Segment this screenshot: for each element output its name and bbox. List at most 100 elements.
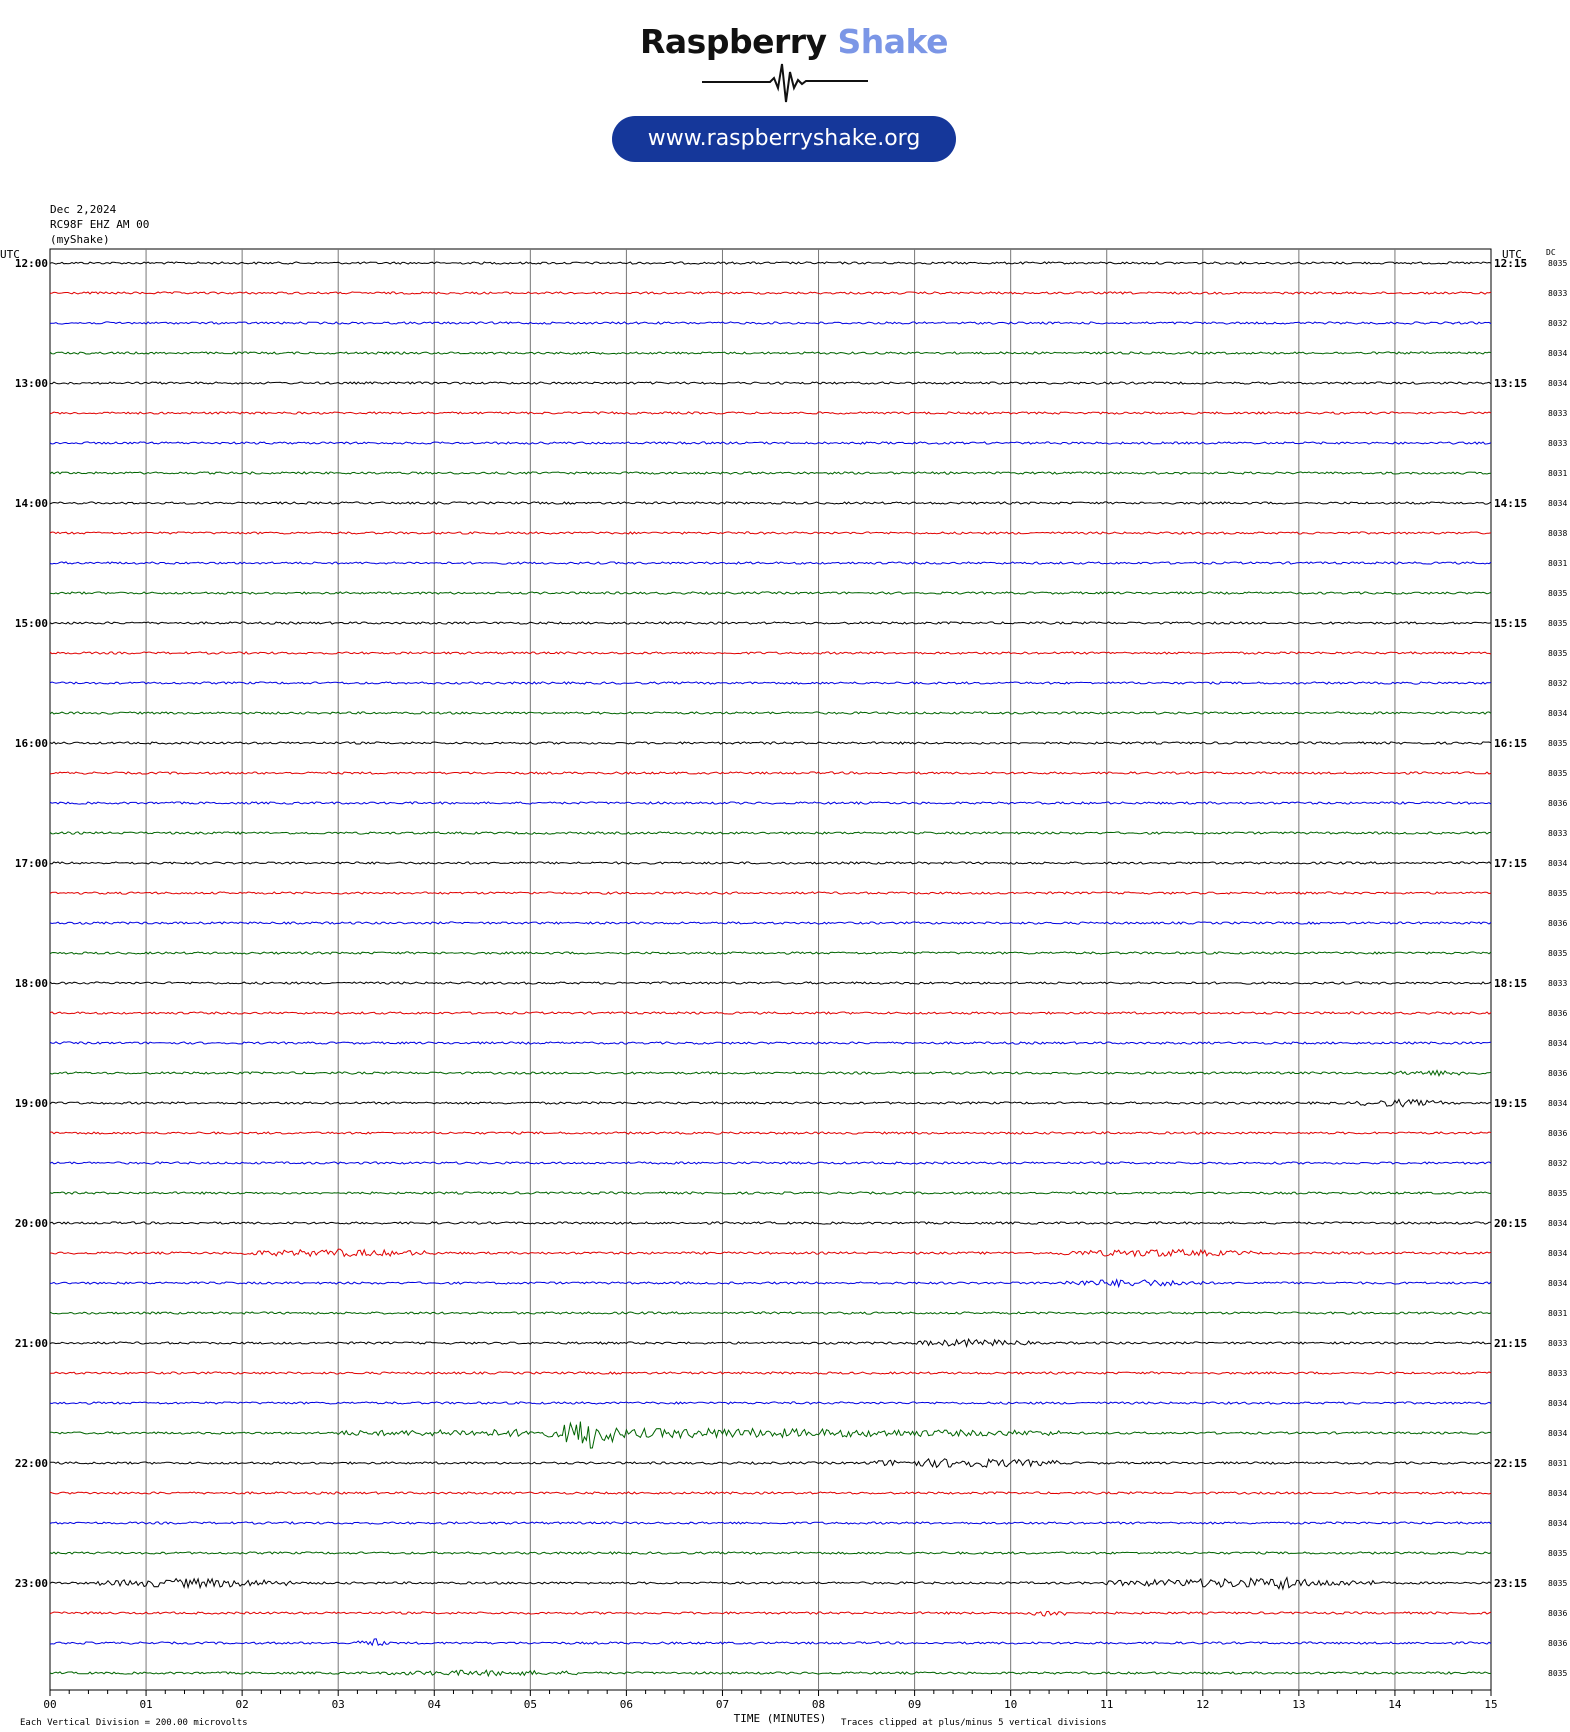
- row-time-label-right: 14:15: [1494, 497, 1527, 510]
- seismic-trace: [49, 501, 1492, 505]
- x-tick-label: 10: [1004, 1698, 1017, 1711]
- seismic-trace: [50, 1371, 1492, 1375]
- seismic-trace: [49, 441, 1492, 445]
- seismic-trace: [49, 1131, 1492, 1135]
- seismic-trace: [49, 861, 1492, 865]
- utc-label-left: UTC: [0, 248, 20, 261]
- seismic-trace: [49, 471, 1492, 475]
- dc-offset-label: 8031: [1548, 1309, 1567, 1318]
- dc-offset-label: 8033: [1548, 1339, 1567, 1348]
- dc-offset-label: 8036: [1548, 799, 1567, 808]
- dc-offset-label: 8036: [1548, 1609, 1567, 1618]
- network-name: (myShake): [50, 233, 110, 246]
- seismic-trace: [49, 351, 1492, 355]
- seismic-trace: [49, 261, 1492, 265]
- dc-offset-label: 8034: [1548, 1279, 1567, 1288]
- row-time-label-right: 18:15: [1494, 977, 1527, 990]
- seismic-trace: [49, 981, 1492, 985]
- seismic-trace: [49, 531, 1492, 535]
- row-time-label-right: 23:15: [1494, 1577, 1527, 1590]
- seismic-wave-logo-icon: [702, 63, 868, 103]
- x-tick-label: 05: [524, 1698, 537, 1711]
- row-time-label-right: 12:15: [1494, 257, 1527, 270]
- dc-offset-label: 8035: [1548, 619, 1567, 628]
- website-link[interactable]: www.raspberryshake.org: [612, 116, 956, 162]
- dc-offset-label: 8035: [1548, 949, 1567, 958]
- dc-offset-label: 8034: [1548, 1219, 1567, 1228]
- seismic-trace: [49, 891, 1492, 895]
- dc-offset-label: 8033: [1548, 439, 1567, 448]
- dc-offset-label: 8035: [1548, 1549, 1567, 1558]
- row-time-label-left: 20:00: [15, 1217, 48, 1230]
- plot-date: Dec 2,2024: [50, 203, 117, 216]
- utc-label-right: UTC: [1502, 248, 1522, 261]
- seismic-trace: [49, 1011, 1492, 1015]
- seismic-trace: [49, 831, 1491, 835]
- seismic-trace: [49, 561, 1492, 565]
- seismic-trace: [49, 291, 1492, 295]
- seismic-trace: [49, 621, 1492, 625]
- seismic-trace: [49, 381, 1492, 385]
- dc-offset-label: 8038: [1548, 529, 1567, 538]
- row-time-label-left: 15:00: [15, 617, 48, 630]
- seismic-trace: [49, 1576, 1492, 1591]
- x-tick-label: 12: [1196, 1698, 1209, 1711]
- dc-header-label: DC: [1546, 248, 1556, 257]
- dc-offset-label: 8034: [1548, 709, 1567, 718]
- logo-word-raspberry: Raspberry: [640, 22, 827, 61]
- seismic-trace: [49, 1041, 1492, 1045]
- row-time-label-left: 13:00: [15, 377, 48, 390]
- x-tick-label: 09: [908, 1698, 921, 1711]
- clip-note: Traces clipped at plus/minus 5 vertical …: [841, 1718, 1107, 1728]
- seismic-trace: [49, 651, 1492, 655]
- dc-offset-label: 8035: [1548, 1579, 1567, 1588]
- dc-offset-label: 8035: [1548, 1189, 1567, 1198]
- row-time-label-left: 14:00: [15, 497, 48, 510]
- seismic-trace: [49, 411, 1492, 415]
- x-tick-label: 08: [812, 1698, 825, 1711]
- dc-offset-label: 8036: [1548, 1639, 1567, 1648]
- dc-offset-label: 8034: [1548, 1489, 1567, 1498]
- x-tick-label: 01: [139, 1698, 152, 1711]
- dc-offset-label: 8034: [1548, 499, 1567, 508]
- row-time-label-left: 19:00: [15, 1097, 48, 1110]
- row-time-label-left: 16:00: [15, 737, 48, 750]
- dc-offset-label: 8032: [1548, 1159, 1567, 1168]
- dc-offset-label: 8033: [1548, 979, 1567, 988]
- seismic-trace: [49, 1248, 1492, 1258]
- x-tick-label: 03: [332, 1698, 345, 1711]
- dc-offset-label: 8034: [1548, 859, 1567, 868]
- seismic-trace: [49, 321, 1492, 325]
- scale-note: Each Vertical Division = 200.00 microvol…: [20, 1718, 248, 1728]
- row-time-label-right: 19:15: [1494, 1097, 1527, 1110]
- row-time-label-right: 16:15: [1494, 737, 1527, 750]
- seismic-trace: [49, 1278, 1492, 1289]
- dc-offset-label: 8032: [1548, 319, 1567, 328]
- x-tick-label: 07: [716, 1698, 729, 1711]
- dc-offset-label: 8035: [1548, 589, 1567, 598]
- dc-offset-label: 8034: [1548, 1399, 1567, 1408]
- row-time-label-left: 18:00: [15, 977, 48, 990]
- dc-offset-label: 8036: [1548, 1129, 1567, 1138]
- seismic-trace: [49, 1337, 1492, 1349]
- x-tick-label: 00: [43, 1698, 56, 1711]
- seismic-trace: [49, 1098, 1492, 1108]
- dc-offset-label: 8036: [1548, 1009, 1567, 1018]
- seismic-trace: [49, 1638, 1492, 1647]
- seismic-trace: [49, 921, 1492, 925]
- x-tick-label: 06: [620, 1698, 633, 1711]
- dc-offset-label: 8033: [1548, 289, 1567, 298]
- seismic-trace: [49, 1491, 1492, 1495]
- dc-offset-label: 8034: [1548, 1039, 1567, 1048]
- row-time-label-right: 20:15: [1494, 1217, 1527, 1230]
- dc-offset-label: 8034: [1548, 1429, 1567, 1438]
- dc-offset-label: 8034: [1548, 379, 1567, 388]
- dc-offset-label: 8034: [1548, 1249, 1567, 1258]
- seismic-trace: [49, 1401, 1492, 1405]
- seismic-trace: [49, 1457, 1492, 1469]
- seismic-trace: [49, 1421, 1492, 1449]
- x-tick-label: 04: [428, 1698, 442, 1711]
- seismic-trace: [49, 1311, 1492, 1315]
- seismic-trace: [49, 1551, 1492, 1555]
- dc-offset-label: 8035: [1548, 889, 1567, 898]
